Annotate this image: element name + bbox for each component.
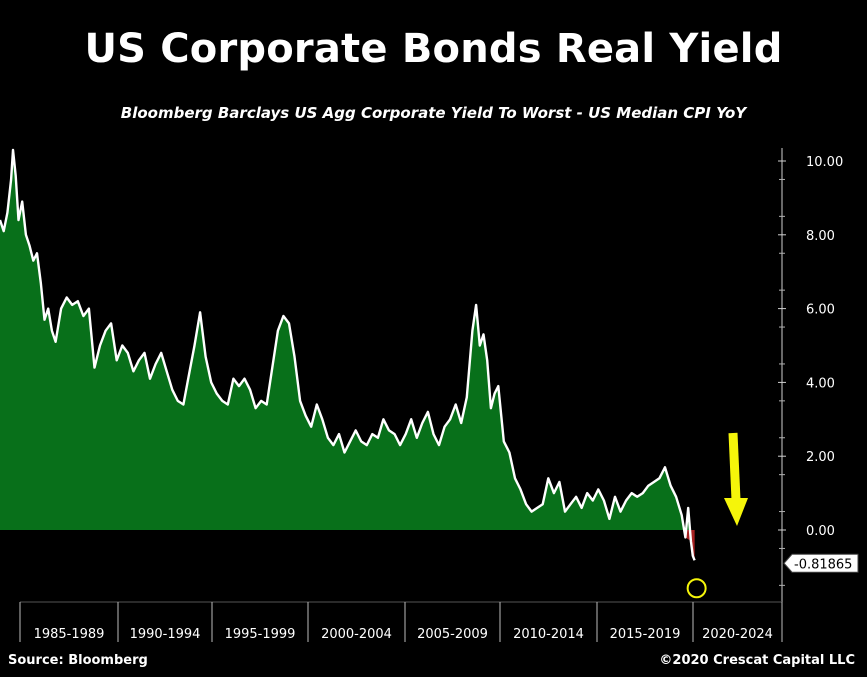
y-tick-label: 10.00 <box>806 155 843 170</box>
x-tick-label: 1990-1994 <box>130 627 201 642</box>
y-tick-label: 2.00 <box>806 450 835 465</box>
x-tick-label: 2010-2014 <box>513 627 584 642</box>
series-line <box>0 148 696 561</box>
chart-title: US Corporate Bonds Real Yield <box>84 26 783 72</box>
source-label: Source: Bloomberg <box>8 653 148 668</box>
last-value-box <box>783 553 859 573</box>
y-tick-label: 4.00 <box>806 376 835 391</box>
x-tick-label: 2015-2019 <box>610 627 681 642</box>
x-tick-label: 2000-2004 <box>321 627 392 642</box>
y-tick-label: 6.00 <box>806 303 835 318</box>
negative-area <box>685 530 695 561</box>
highlight-circle <box>686 578 707 599</box>
arrow-head <box>724 498 748 526</box>
copyright-label: ©2020 Crescat Capital LLC <box>659 653 855 668</box>
x-tick-label: 2005-2009 <box>417 627 488 642</box>
chart-subtitle: Bloomberg Barclays US Agg Corporate Yiel… <box>120 104 747 122</box>
arrow-shaft <box>728 432 741 501</box>
x-tick-label: 2020-2024 <box>702 627 773 642</box>
area-fill <box>0 149 695 530</box>
x-tick-label: 1985-1989 <box>34 627 105 642</box>
x-tick-label: 1995-1999 <box>225 627 296 642</box>
last-value-label: -0.81865 <box>794 557 852 572</box>
y-tick-label: 0.00 <box>806 524 835 539</box>
y-tick-label: 8.00 <box>806 229 835 244</box>
